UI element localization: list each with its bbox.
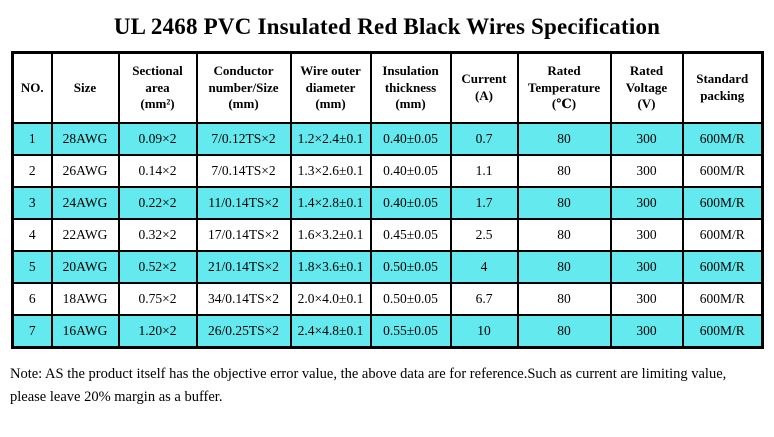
table-row: 6 18AWG 0.75×2 34/0.14TS×2 2.0×4.0±0.1 0.50±0… bbox=[11, 282, 764, 316]
table-row: 1 28AWG 0.09×2 7/0.12TS×2 1.2×2.4±0.1 0.40±0.… bbox=[11, 122, 764, 156]
table-cell: 28AWG bbox=[50, 122, 120, 156]
table-cell: 21/0.14TS×2 bbox=[195, 250, 292, 284]
table-body: 1 28AWG 0.09×2 7/0.12TS×2 1.2×2.4±0.1 0.40±0.… bbox=[11, 122, 764, 349]
table-cell: 34/0.14TS×2 bbox=[195, 282, 292, 316]
table-cell: 11/0.14TS×2 bbox=[195, 186, 292, 220]
table-cell: 6.7 bbox=[449, 282, 519, 316]
table-cell: 18AWG bbox=[50, 282, 120, 316]
table-cell: 3 bbox=[11, 186, 53, 220]
table-cell: 600M/R bbox=[681, 218, 764, 252]
table-row: 2 26AWG 0.14×2 7/0.14TS×2 1.3×2.6±0.1 0.40±0.… bbox=[11, 154, 764, 188]
table-cell: 2.5 bbox=[449, 218, 519, 252]
table-cell: 0.50±0.05 bbox=[369, 250, 452, 284]
table-cell: 0.09×2 bbox=[117, 122, 198, 156]
header-conductor-number: Conductor number/Size (mm) bbox=[195, 51, 292, 124]
table-cell: 0.22×2 bbox=[117, 186, 198, 220]
table-cell: 24AWG bbox=[50, 186, 120, 220]
table-cell: 22AWG bbox=[50, 218, 120, 252]
table-cell: 300 bbox=[609, 282, 684, 316]
table-cell: 7 bbox=[11, 314, 53, 349]
table-cell: 600M/R bbox=[681, 122, 764, 156]
header-no: NO. bbox=[11, 51, 53, 124]
header-insulation-thickness: Insulation thickness (mm) bbox=[369, 51, 452, 124]
table-cell: 600M/R bbox=[681, 154, 764, 188]
table-cell: 80 bbox=[516, 122, 612, 156]
table-cell: 4 bbox=[449, 250, 519, 284]
table-cell: 20AWG bbox=[50, 250, 120, 284]
table-cell: 0.75×2 bbox=[117, 282, 198, 316]
table-cell: 1.3×2.6±0.1 bbox=[289, 154, 372, 188]
table-cell: 1.8×3.6±0.1 bbox=[289, 250, 372, 284]
table-cell: 600M/R bbox=[681, 186, 764, 220]
table-cell: 4 bbox=[11, 218, 53, 252]
table-cell: 80 bbox=[516, 186, 612, 220]
table-cell: 1.4×2.8±0.1 bbox=[289, 186, 372, 220]
table-cell: 17/0.14TS×2 bbox=[195, 218, 292, 252]
table-cell: 300 bbox=[609, 218, 684, 252]
footnote: Note: AS the product itself has the obje… bbox=[10, 366, 727, 406]
table-cell: 80 bbox=[516, 250, 612, 284]
table-cell: 2.0×4.0±0.1 bbox=[289, 282, 372, 316]
table-cell: 2.4×4.8±0.1 bbox=[289, 314, 372, 349]
table-cell: 6 bbox=[11, 282, 53, 316]
table-cell: 0.14×2 bbox=[117, 154, 198, 188]
table-cell: 80 bbox=[516, 282, 612, 316]
table-cell: 300 bbox=[609, 122, 684, 156]
table-cell: 0.52×2 bbox=[117, 250, 198, 284]
table-cell: 0.40±0.05 bbox=[369, 122, 452, 156]
table-cell: 80 bbox=[516, 314, 612, 349]
table-cell: 2 bbox=[11, 154, 53, 188]
table-cell: 26/0.25TS×2 bbox=[195, 314, 292, 349]
table-cell: 0.40±0.05 bbox=[369, 186, 452, 220]
page-title: UL 2468 PVC Insulated Red Black Wires Sp… bbox=[113, 14, 661, 39]
table-cell: 7/0.12TS×2 bbox=[195, 122, 292, 156]
table-cell: 1.20×2 bbox=[117, 314, 198, 349]
header-sectional-area: Sectional area (mm²) bbox=[117, 51, 198, 124]
table-row: 5 20AWG 0.52×2 21/0.14TS×2 1.8×3.6±0.1 0.50±0… bbox=[11, 250, 764, 284]
table-cell: 80 bbox=[516, 154, 612, 188]
table-cell: 10 bbox=[449, 314, 519, 349]
table-cell: 300 bbox=[609, 250, 684, 284]
table-cell: 0.55±0.05 bbox=[369, 314, 452, 349]
table-header-row: NO. Size Sectional area (mm²) Conductor … bbox=[11, 51, 764, 124]
table-cell: 1.2×2.4±0.1 bbox=[289, 122, 372, 156]
table-cell: 300 bbox=[609, 314, 684, 349]
table-row: 4 22AWG 0.32×2 17/0.14TS×2 1.6×3.2±0.1 0.45±0… bbox=[11, 218, 764, 252]
table-cell: 0.45±0.05 bbox=[369, 218, 452, 252]
table-cell: 600M/R bbox=[681, 282, 764, 316]
table-cell: 600M/R bbox=[681, 250, 764, 284]
specification-table: NO. Size Sectional area (mm²) Conductor … bbox=[11, 51, 764, 349]
table-cell: 300 bbox=[609, 186, 684, 220]
header-standard-packing: Standard packing bbox=[681, 51, 764, 124]
table-cell: 1.6×3.2±0.1 bbox=[289, 218, 372, 252]
table-cell: 300 bbox=[609, 154, 684, 188]
table-cell: 80 bbox=[516, 218, 612, 252]
header-rated-temperature: Rated Temperature (℃) bbox=[516, 51, 612, 124]
table-cell: 0.50±0.05 bbox=[369, 282, 452, 316]
table-row: 3 24AWG 0.22×2 11/0.14TS×2 1.4×2.8±0.1 0.40±0… bbox=[11, 186, 764, 220]
table-cell: 5 bbox=[11, 250, 53, 284]
table-cell: 1 bbox=[11, 122, 53, 156]
table-cell: 7/0.14TS×2 bbox=[195, 154, 292, 188]
header-wire-outer-diameter: Wire outer diameter (mm) bbox=[289, 51, 372, 124]
header-size: Size bbox=[50, 51, 120, 124]
table-cell: 1.7 bbox=[449, 186, 519, 220]
header-current: Current (A) bbox=[449, 51, 519, 124]
header-rated-voltage: Rated Voltage (V) bbox=[609, 51, 684, 124]
table-cell: 0.40±0.05 bbox=[369, 154, 452, 188]
table-cell: 0.32×2 bbox=[117, 218, 198, 252]
table-row: 7 16AWG 1.20×2 26/0.25TS×2 2.4×4.8±0.1 0.55±0… bbox=[11, 314, 764, 349]
table-cell: 600M/R bbox=[681, 314, 764, 349]
table-cell: 1.1 bbox=[449, 154, 519, 188]
table-cell: 26AWG bbox=[50, 154, 120, 188]
table-cell: 0.7 bbox=[449, 122, 519, 156]
table-cell: 16AWG bbox=[50, 314, 120, 349]
